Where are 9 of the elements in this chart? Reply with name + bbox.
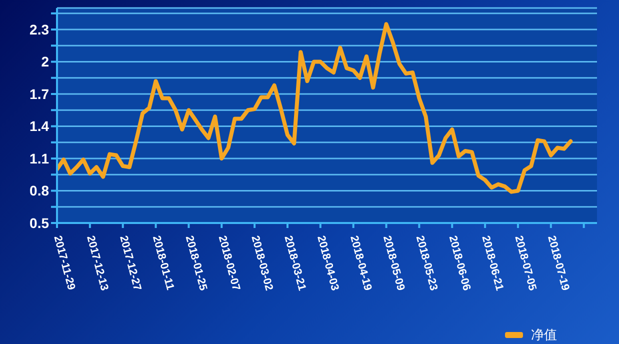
y-tick-label: 0.8 bbox=[30, 182, 50, 199]
legend-label: 净值 bbox=[530, 327, 557, 344]
y-tick-label: 1.1 bbox=[30, 150, 50, 166]
line-series bbox=[57, 22, 573, 194]
y-tick-label: 2.3 bbox=[30, 21, 50, 38]
y-tick-label: 0.5 bbox=[30, 214, 50, 231]
y-tick-label: 2 bbox=[41, 54, 50, 70]
y-tick-label: 1.4 bbox=[30, 118, 50, 134]
y-tick-label: 1.7 bbox=[30, 86, 50, 102]
